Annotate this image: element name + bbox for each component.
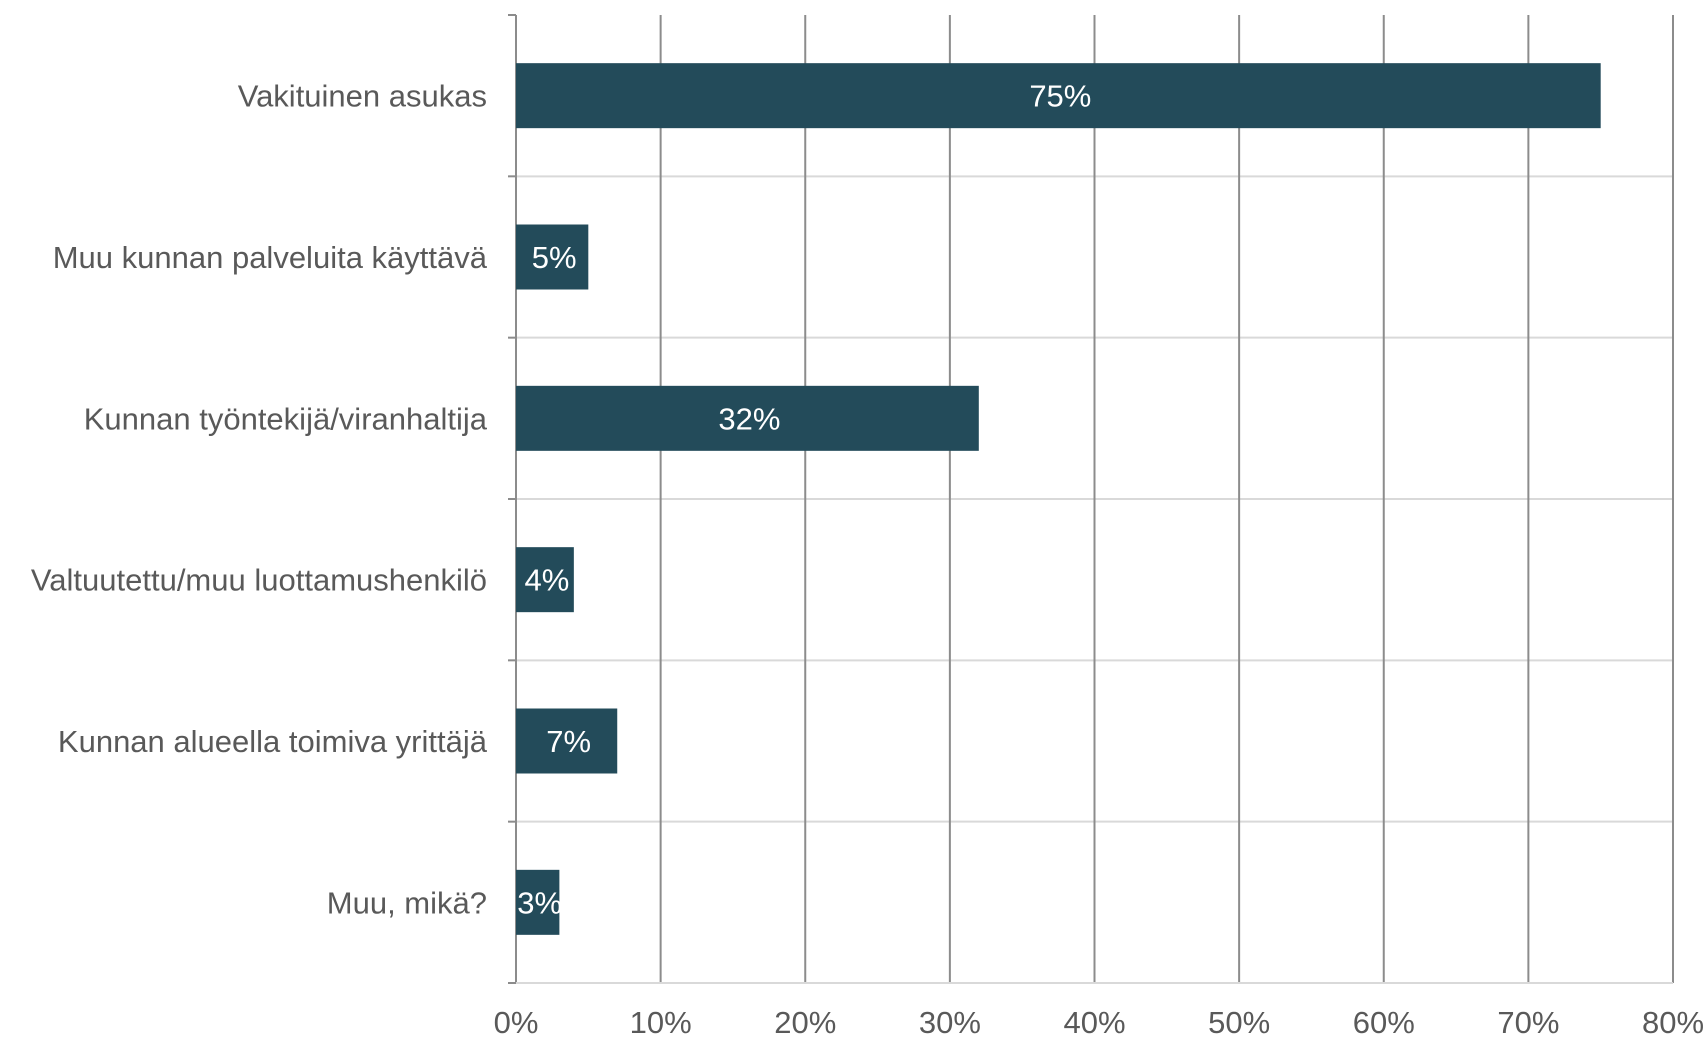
category-label: Vakituinen asukas [238,79,487,114]
bar-value-label: 5% [532,240,577,275]
category-label: Kunnan työntekijä/viranhaltija [84,401,488,436]
category-label: Muu, mikä? [327,885,487,920]
bar [516,224,589,290]
bar [516,547,574,613]
label-layer: 0% 10% 20% 30% 40% 50% 60% 70% 80% 75% Vakituinen … [31,79,1704,1040]
grid-layer [508,14,1674,984]
x-tick-label: 70% [1497,1005,1559,1037]
bar-value-label: 4% [525,563,570,598]
bar-value-label: 32% [718,401,780,436]
bar-value-label: 3% [517,885,562,920]
category-label: Valtuutettu/muu luottamushenkilö [31,563,487,598]
bar-value-label: 7% [546,724,591,759]
bar-layer [516,63,1601,935]
bar [516,63,1601,129]
x-tick-label: 10% [630,1005,692,1037]
bar [516,385,979,451]
x-tick-label: 0% [494,1005,539,1037]
bar-value-label: 75% [1029,79,1091,114]
x-tick-label: 80% [1642,1005,1704,1037]
x-tick-label: 40% [1063,1005,1125,1037]
x-tick-label: 60% [1353,1005,1415,1037]
x-tick-label: 20% [774,1005,836,1037]
category-label: Muu kunnan palveluita käyttävä [53,240,488,275]
bar [516,708,618,774]
bar [516,869,560,935]
x-tick-label: 30% [919,1005,981,1037]
category-label: Kunnan alueella toimiva yrittäjä [58,724,488,759]
x-tick-label: 50% [1208,1005,1270,1037]
